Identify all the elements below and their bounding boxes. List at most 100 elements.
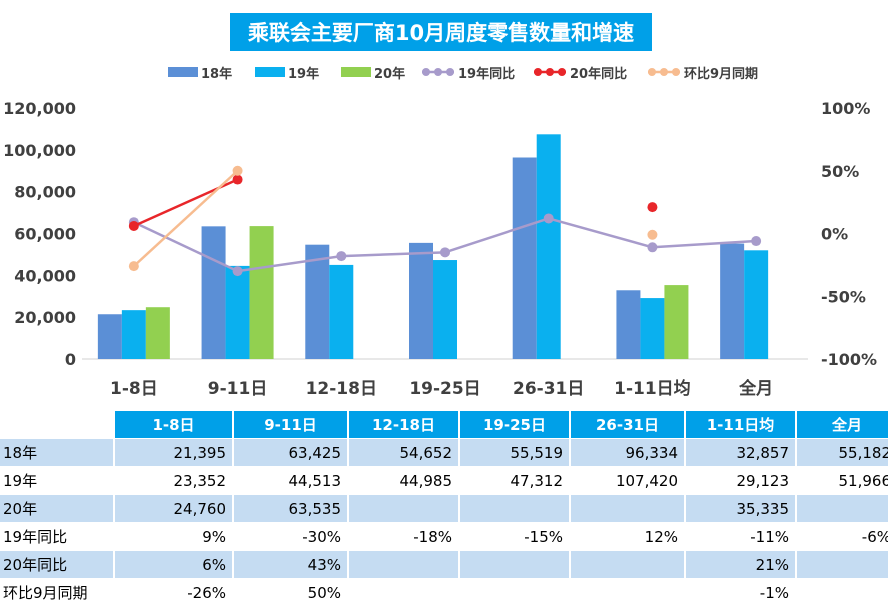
series-point (232, 165, 243, 176)
table-cell: 63,535 (233, 494, 349, 523)
series-point (336, 251, 347, 262)
series-point (647, 202, 658, 213)
lines (128, 165, 762, 277)
table-cell: -26% (114, 578, 234, 607)
table-cell: 32,857 (685, 438, 797, 467)
y2-tick-label: -100% (821, 350, 877, 369)
bar (97, 314, 122, 359)
x-tick-label: 26-31日 (513, 379, 584, 399)
series-line-segment (444, 217, 550, 254)
bar (305, 244, 330, 359)
table-cell (348, 550, 460, 579)
bar (536, 134, 561, 359)
table-row: 18年 21,395 63,425 54,652 55,519 96,334 32,857 5… (0, 438, 888, 467)
bar (201, 226, 226, 359)
series-line-segment (548, 217, 653, 249)
table-cell: 47,312 (459, 466, 571, 495)
x-tick-label: 1-11日均 (614, 378, 691, 399)
bars (97, 134, 769, 359)
table-cell (796, 550, 888, 579)
y2-tick-label: 0% (821, 225, 848, 244)
table-cell: 50% (233, 578, 349, 607)
table-header: 1-8日 (114, 411, 234, 439)
table-cell (570, 494, 686, 523)
table-cell: 63,425 (233, 438, 349, 467)
legend-marker (446, 68, 454, 76)
legend-label: 18年 (201, 66, 232, 82)
table-cell: 96,334 (570, 438, 686, 467)
y-tick-label: 40,000 (14, 266, 76, 285)
table-cell: 21,395 (114, 438, 234, 467)
legend: 18年 19年 20年 19年同比 20年同比 环比9月同期 (168, 66, 758, 82)
table-cell: 24,760 (114, 494, 234, 523)
legend-swatch (168, 67, 198, 77)
bar (409, 242, 433, 359)
series-point (751, 236, 762, 247)
y-axis-left: 0 20,000 40,000 60,000 80,000 100,000 120,000 (3, 99, 76, 369)
table-cell: -18% (348, 522, 460, 551)
y2-tick-label: 50% (821, 162, 859, 181)
bar (121, 310, 146, 359)
bar (329, 264, 354, 359)
legend-label: 20年 (374, 66, 405, 82)
table-cell: 44,513 (233, 466, 349, 495)
table-cell (459, 578, 571, 607)
bar (664, 285, 689, 359)
y-tick-label: 120,000 (3, 99, 76, 118)
x-axis: 1-8日 9-11日 12-18日 19-25日 26-31日 1-11日均 全月 (110, 378, 773, 399)
table-row: 20年同比 6% 43% 21% (0, 550, 888, 579)
series-line-segment (133, 221, 239, 273)
table-cell: -6% (796, 522, 888, 551)
legend-marker (546, 68, 554, 76)
legend-swatch (341, 67, 371, 77)
row-label: 19年 (0, 466, 115, 495)
legend-marker (672, 68, 680, 76)
table-cell: -1% (685, 578, 797, 607)
row-label: 20年 (0, 494, 115, 523)
legend-label: 19年同比 (458, 66, 515, 82)
table-cell: 6% (114, 550, 234, 579)
legend-marker (534, 68, 542, 76)
bar (512, 157, 537, 359)
chart-title-box: 乘联会主要厂商10月周度零售数量和增速 (230, 13, 652, 51)
table-row: 19年 23,352 44,513 44,985 47,312 107,420 29,123… (0, 466, 888, 495)
bar (744, 250, 769, 359)
x-tick-label: 19-25日 (409, 379, 480, 399)
bar (616, 290, 641, 359)
table-cell (459, 550, 571, 579)
table-cell: 43% (233, 550, 349, 579)
table-cell: 9% (114, 522, 234, 551)
legend-swatch (255, 67, 285, 77)
series-line-segment (341, 251, 446, 258)
table-cell: 51,966 (796, 466, 888, 495)
bar (640, 298, 665, 359)
table-corner (0, 411, 115, 439)
legend-marker (660, 68, 668, 76)
data-table: 1-8日 9-11日 12-18日 19-25日 26-31日 1-11日均 全… (0, 411, 888, 607)
table-cell (459, 494, 571, 523)
series-line-segment (652, 239, 757, 249)
table-cell: 29,123 (685, 466, 797, 495)
legend-marker (648, 68, 656, 76)
row-label: 18年 (0, 438, 115, 467)
y-tick-label: 0 (65, 350, 76, 369)
table-cell: -30% (233, 522, 349, 551)
table-cell (796, 494, 888, 523)
table-row: 20年 24,760 63,535 35,335 (0, 494, 888, 523)
table-cell (348, 578, 460, 607)
table-cell (348, 494, 460, 523)
series-point (647, 229, 658, 240)
table-cell: 21% (685, 550, 797, 579)
table-cell: -15% (459, 522, 571, 551)
table-row: 环比9月同期 -26% 50% -1% (0, 578, 888, 607)
table-cell: -11% (685, 522, 797, 551)
y-tick-label: 100,000 (3, 141, 76, 160)
legend-label: 19年 (288, 66, 319, 82)
y-tick-label: 80,000 (14, 183, 76, 202)
table-cell: 12% (570, 522, 686, 551)
row-label: 20年同比 (0, 550, 115, 579)
series-point (128, 220, 139, 231)
table-cell: 23,352 (114, 466, 234, 495)
row-label: 19年同比 (0, 522, 115, 551)
